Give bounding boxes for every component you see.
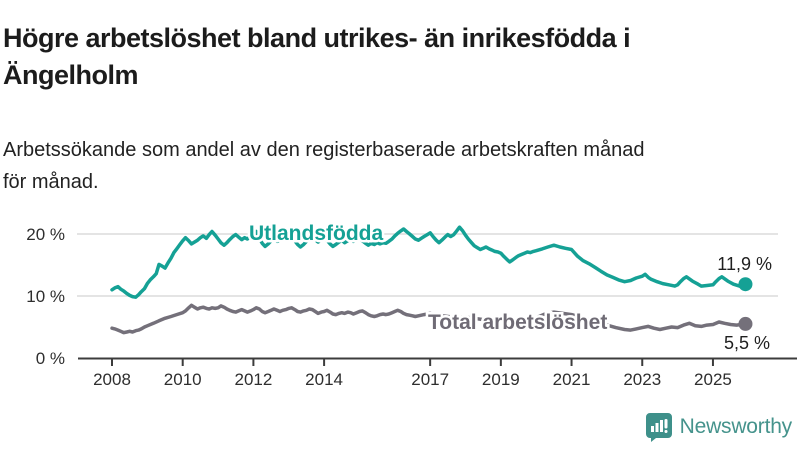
end-value-label-total: 5,5 % <box>724 333 770 353</box>
x-axis-tick-label: 2012 <box>234 370 272 389</box>
series-line-utlandsfodda <box>110 225 748 299</box>
y-axis-label: 20 % <box>26 225 65 244</box>
series-line-total <box>110 303 748 335</box>
x-axis-tick-label: 2021 <box>553 370 591 389</box>
chart-subtitle: Arbetssökande som andel av den registerb… <box>3 139 645 193</box>
bar-chart-speech-bubble-icon <box>645 413 672 442</box>
x-axis-tick-label: 2023 <box>623 370 661 389</box>
series-label-utlandsfodda: Utlandsfödda <box>249 222 383 245</box>
brand-name: Newsworthy <box>679 415 793 438</box>
x-axis-tick-label: 2019 <box>482 370 520 389</box>
newsworthy-logo[interactable]: Newsworthy <box>645 412 792 442</box>
series-end-dot-utlandsfodda <box>738 277 753 292</box>
page-title: Högre arbetslöshet bland utrikes- än inr… <box>3 23 631 91</box>
y-axis-label: 0 % <box>36 349 65 368</box>
x-axis-tick-label: 2014 <box>305 370 343 389</box>
x-axis-tick-label: 2008 <box>93 370 131 389</box>
series-end-dot-total <box>738 316 753 331</box>
end-value-label-utlandsfodda: 11,9 % <box>717 254 772 274</box>
series-label-total: Total arbetslöshet <box>428 311 607 334</box>
x-axis-tick-label: 2017 <box>411 370 449 389</box>
x-axis-tick-label: 2025 <box>694 370 732 389</box>
y-axis-label: 10 % <box>26 287 65 306</box>
x-axis-tick-label: 2010 <box>164 370 202 389</box>
